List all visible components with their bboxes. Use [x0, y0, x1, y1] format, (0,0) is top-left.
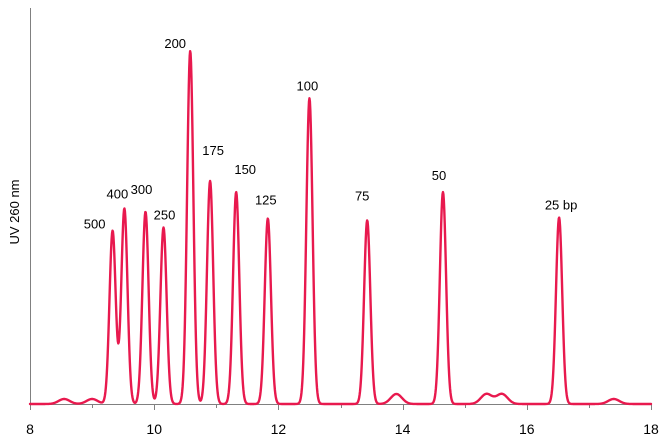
x-axis-ticks: 8 10 12 14 16 18	[26, 404, 659, 437]
peak-label: 400	[107, 186, 129, 201]
peak-label: 25 bp	[545, 198, 578, 213]
peak-label: 50	[432, 168, 446, 183]
x-tick-label: 12	[271, 421, 287, 437]
x-tick-label: 8	[26, 421, 34, 437]
peak-label: 200	[164, 36, 186, 51]
peak-label: 100	[297, 78, 319, 93]
peak-label: 75	[355, 188, 369, 203]
peak-label: 250	[154, 208, 176, 223]
chromatogram-trace	[28, 49, 653, 406]
y-axis-label: UV 260 nm	[7, 179, 22, 244]
peak-label: 500	[84, 217, 106, 232]
x-tick-label: 14	[395, 421, 411, 437]
x-tick-label: 10	[146, 421, 162, 437]
x-tick-label: 16	[519, 421, 535, 437]
peak-label: 300	[131, 182, 153, 197]
peak-label: 175	[202, 143, 224, 158]
peak-label: 150	[234, 162, 256, 177]
peak-label: 125	[255, 193, 277, 208]
x-tick-label: 18	[643, 421, 659, 437]
trace-layer	[28, 49, 653, 406]
